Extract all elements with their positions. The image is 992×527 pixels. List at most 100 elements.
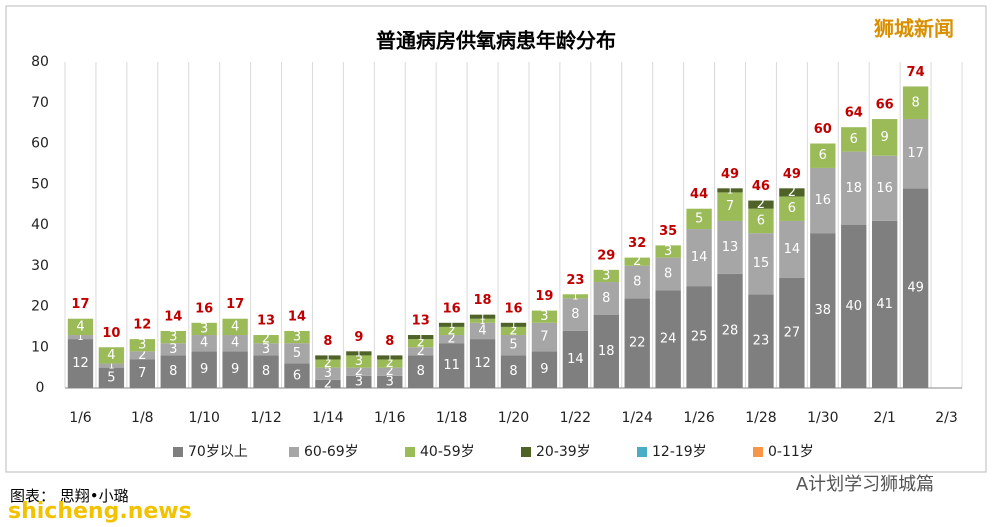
total-label: 17	[71, 297, 89, 312]
account: A计划学习狮城篇	[796, 474, 934, 495]
bar-segment	[377, 359, 403, 368]
segment-label: 14	[784, 242, 801, 257]
bar-segment	[871, 155, 898, 221]
bar-segment	[160, 343, 186, 356]
bar-segment	[377, 355, 403, 360]
segment-label: 15	[753, 256, 770, 271]
segment-label: 1	[510, 320, 516, 331]
x-tick-label: 1/26	[683, 410, 715, 426]
segment-label: 3	[386, 374, 394, 389]
bar-segment	[593, 282, 619, 315]
bar-segment	[438, 322, 465, 327]
bar-segment	[779, 188, 805, 197]
total-label: 14	[288, 309, 306, 324]
total-label: 49	[721, 167, 739, 182]
total-label: 16	[504, 301, 522, 316]
total-label: 13	[412, 314, 430, 329]
segment-label: 9	[881, 130, 889, 145]
bar-segment	[655, 257, 681, 291]
bar-segment	[98, 347, 125, 364]
bar-segment	[871, 119, 898, 156]
bar-segment	[902, 188, 929, 388]
total-label: 12	[133, 318, 151, 333]
y-tick-label: 10	[31, 339, 49, 355]
bar-segment	[315, 367, 341, 380]
bar-segment	[98, 367, 125, 388]
total-label: 17	[226, 297, 244, 312]
segment-label: 8	[911, 95, 919, 110]
bar-segment	[810, 143, 836, 168]
segment-label: 2	[386, 364, 394, 379]
legend-label: 40-59岁	[420, 444, 475, 460]
segment-label: 9	[231, 362, 239, 377]
segment-label: 3	[602, 268, 610, 283]
bar-segment	[67, 318, 94, 336]
total-label: 49	[783, 167, 801, 182]
bar-segment	[222, 318, 248, 336]
bar-segment	[438, 343, 465, 388]
segment-label: 8	[571, 307, 579, 322]
legend-swatch	[173, 447, 183, 457]
bar-segment	[377, 375, 403, 388]
bar-segment	[500, 355, 527, 388]
segment-label: 8	[262, 364, 270, 379]
bar-segment	[841, 225, 867, 388]
segment-label: 3	[355, 354, 363, 369]
bar-segment	[346, 351, 372, 356]
legend-swatch	[405, 447, 415, 457]
segment-label: 3	[200, 321, 208, 336]
segment-label: 3	[355, 374, 363, 389]
total-label: 18	[474, 293, 492, 308]
segment-label: 7	[540, 330, 548, 345]
segment-label: 3	[262, 342, 270, 357]
segment-label: 6	[293, 368, 301, 383]
segment-label: 5	[107, 370, 115, 385]
watermark: 狮城新闻	[874, 17, 954, 41]
segment-label: 17	[907, 146, 924, 161]
bar-segment	[438, 335, 465, 344]
segment-label: 4	[107, 348, 115, 363]
segment-label: 1	[418, 332, 424, 343]
segment-label: 2	[386, 356, 394, 371]
segment-label: 9	[200, 362, 208, 377]
total-label: 23	[566, 273, 584, 288]
bar-segment	[500, 326, 527, 336]
segment-label: 4	[76, 319, 84, 334]
bar-segment	[500, 335, 527, 356]
total-label: 9	[354, 330, 363, 345]
segment-label: 6	[819, 148, 827, 163]
legend-label: 60-69岁	[304, 444, 359, 460]
bar-segment	[284, 363, 310, 388]
bar-segment	[253, 335, 279, 344]
bar-segment	[810, 233, 836, 388]
segment-label: 16	[876, 181, 893, 196]
segment-label: 49	[907, 281, 924, 296]
segment-label: 2	[788, 185, 796, 200]
bar-segment	[748, 200, 774, 209]
total-label: 46	[752, 179, 770, 194]
bar-segment	[717, 192, 743, 221]
x-tick-label: 2/1	[873, 410, 896, 426]
total-label: 44	[690, 187, 708, 202]
bar-segment	[160, 355, 186, 388]
segment-label: 8	[417, 364, 425, 379]
x-tick-label: 1/10	[188, 410, 219, 426]
segment-label: 2	[633, 254, 641, 269]
segment-label: 18	[845, 181, 862, 196]
total-label: 32	[628, 236, 646, 251]
segment-label: 16	[815, 193, 832, 208]
bar-segment	[686, 229, 712, 287]
segment-label: 27	[784, 325, 801, 340]
segment-label: 25	[691, 330, 708, 345]
segment-label: 1	[479, 316, 485, 327]
segment-label: 4	[200, 336, 208, 351]
segment-label: 2	[324, 376, 332, 391]
segment-label: 2	[324, 356, 332, 371]
bar-segment	[469, 314, 496, 319]
x-tick-label: 1/22	[560, 410, 591, 426]
segment-label: 12	[72, 356, 89, 371]
bar-segment	[500, 322, 527, 327]
bar-segment	[902, 119, 929, 189]
legend-label: 20-39岁	[536, 444, 591, 460]
